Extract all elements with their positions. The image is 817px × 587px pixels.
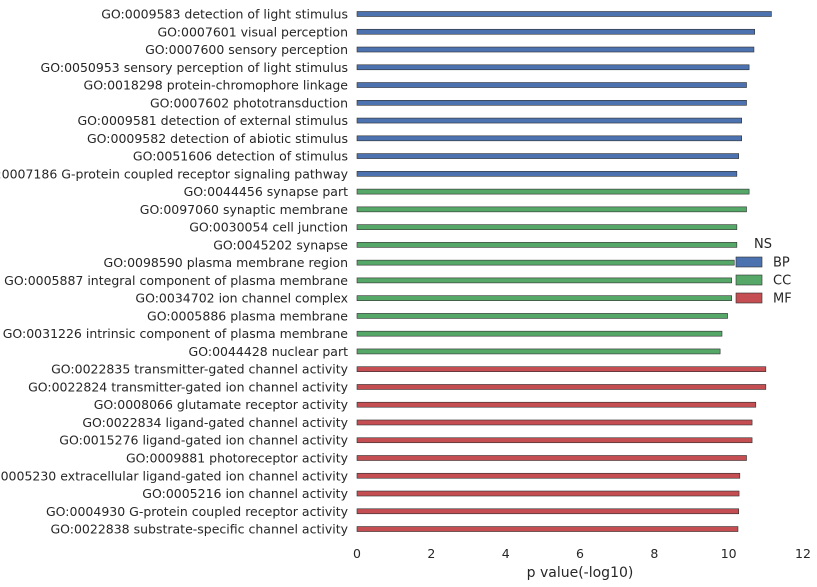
category-label: GO:0022838 substrate-specific channel ac… [50, 522, 348, 537]
category-label: GO:0005230 extracellular ligand-gated io… [0, 468, 349, 483]
legend: NS BP CC MF [735, 237, 792, 307]
x-tick-label: 2 [427, 546, 435, 561]
bar [356, 117, 742, 124]
category-label: GO:0051606 detection of stimulus [133, 149, 348, 164]
bar [356, 64, 750, 71]
bar [356, 82, 747, 88]
legend-swatch [735, 256, 763, 268]
bar [356, 437, 753, 444]
bar [356, 224, 738, 230]
bar [356, 11, 772, 17]
legend-swatch [735, 292, 763, 304]
category-label: GO:0008066 glutamate receptor activity [94, 397, 349, 412]
category-label: GO:0007600 sensory perception [145, 42, 348, 57]
bar [356, 277, 732, 284]
bar [356, 259, 735, 266]
category-label: GO:0018298 protein-chromophore linkage [84, 78, 349, 93]
bar [356, 188, 750, 195]
x-tick-label: 4 [502, 546, 510, 561]
legend-swatch [735, 274, 763, 286]
category-label: GO:0009581 detection of external stimulu… [78, 113, 349, 128]
category-label: GO:0009881 photoreceptor activity [126, 451, 349, 466]
category-label: GO:0031226 intrinsic component of plasma… [3, 326, 349, 341]
category-label: GO:0044456 synapse part [184, 184, 348, 199]
legend-label: BP [773, 256, 790, 271]
category-label: GO:0098590 plasma membrane region [104, 255, 348, 270]
x-axis-label: p value(-log10) [527, 565, 634, 581]
category-label: GO:0045202 synapse [213, 237, 348, 252]
category-label: GO:0005887 integral component of plasma … [4, 273, 348, 288]
bar [356, 330, 723, 337]
legend-title: NS [754, 237, 772, 252]
bar [356, 401, 757, 408]
category-label: GO:0097060 synaptic membrane [140, 202, 349, 217]
bar [356, 490, 740, 497]
bar [356, 348, 721, 355]
bar [356, 28, 755, 35]
category-label: GO:0009583 detection of light stimulus [101, 7, 348, 22]
category-label: GO:0034702 ion channel complex [135, 291, 348, 306]
bar [356, 526, 739, 532]
bar [356, 366, 767, 373]
x-axis-ticks: 0 2 4 6 8 10 12 [353, 546, 811, 561]
category-label: GO:0009582 detection of abiotic stimulus [87, 131, 348, 146]
category-label: GO:0004930 G-protein coupled receptor ac… [46, 504, 349, 519]
bar [356, 295, 732, 301]
category-label: GO:0007186 G-protein coupled receptor si… [0, 166, 349, 181]
x-tick-label: 8 [650, 546, 658, 561]
bar [356, 171, 738, 177]
x-tick-label: 10 [721, 546, 737, 561]
bar [356, 100, 747, 106]
category-label: GO:0005216 ion channel activity [142, 486, 348, 501]
x-tick-label: 12 [795, 546, 811, 561]
bar [356, 472, 741, 479]
category-labels: GO:0009583 detection of light stimulus GO… [0, 7, 349, 537]
category-label: GO:0030054 cell junction [189, 220, 348, 235]
bar [356, 46, 755, 53]
bar [356, 419, 753, 426]
category-label: GO:0022834 ligand-gated channel activity [82, 415, 348, 430]
bar [356, 242, 738, 248]
bar [356, 313, 728, 319]
x-tick-label: 6 [576, 546, 584, 561]
bar [356, 508, 740, 515]
x-tick-label: 0 [353, 546, 361, 561]
bars [356, 11, 772, 532]
category-label: GO:0022835 transmitter-gated channel act… [51, 362, 348, 377]
bar [356, 455, 747, 461]
legend-label: MF [773, 292, 792, 307]
bar [356, 135, 742, 142]
category-label: GO:0005886 plasma membrane [147, 308, 348, 323]
category-label: GO:0050953 sensory perception of light s… [41, 60, 348, 75]
category-label: GO:0007601 visual perception [157, 24, 348, 39]
category-label: GO:0044428 nuclear part [189, 344, 349, 359]
category-label: GO:0007602 phototransduction [150, 95, 348, 110]
bar [356, 153, 740, 159]
legend-label: CC [773, 274, 791, 289]
category-label: GO:0015276 ligand-gated ion channel acti… [59, 433, 348, 448]
category-label: GO:0022824 transmitter-gated ion channel… [28, 379, 349, 394]
bar [356, 384, 767, 390]
bar [356, 206, 747, 213]
